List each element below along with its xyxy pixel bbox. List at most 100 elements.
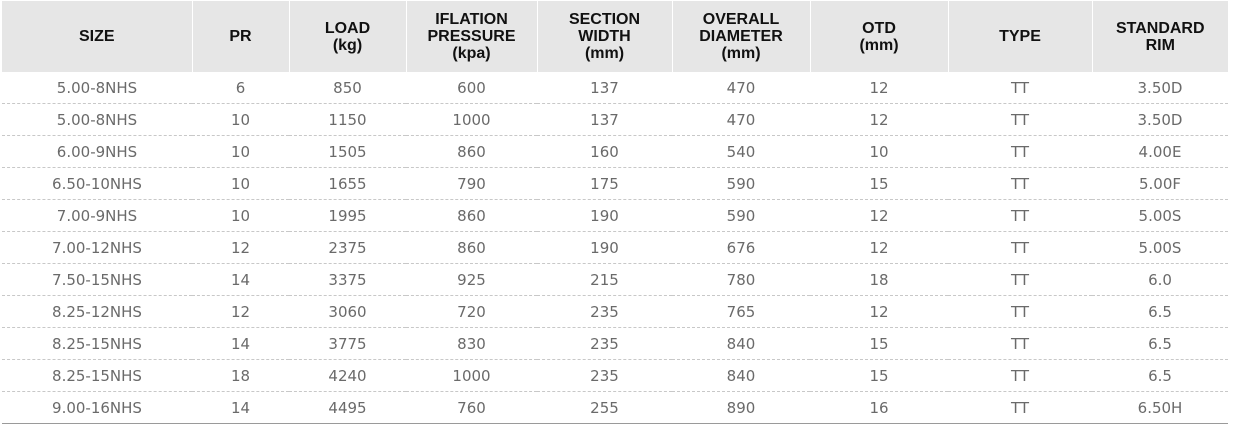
cell-load: 850 [289, 72, 406, 104]
cell-otd: 12 [810, 199, 948, 232]
cell-section-width: 160 [537, 135, 672, 168]
cell-load: 3060 [289, 295, 406, 328]
cell-pr: 12 [192, 231, 289, 264]
cell-standard-rim: 5.00F [1092, 167, 1228, 200]
cell-size: 8.25-15NHS [2, 359, 192, 392]
header-load: LOAD (kg) [289, 1, 407, 72]
cell-otd: 10 [810, 135, 948, 168]
cell-standard-rim: 6.5 [1092, 359, 1228, 392]
header-inflation-pressure: IFLATION PRESSURE (kpa) [406, 1, 538, 72]
table-row: 6.50-10NHS 10 1655 790 175 590 15 TT 5.00F [2, 167, 1228, 200]
cell-type: TT [948, 167, 1092, 200]
cell-standard-rim: 6.5 [1092, 295, 1228, 328]
cell-overall-diameter: 840 [672, 359, 810, 392]
table-header: SIZE PR LOAD (kg) IFLATION PRESSURE (kpa… [2, 1, 1228, 72]
cell-section-width: 235 [537, 295, 672, 328]
cell-inflation-pressure: 860 [406, 231, 537, 264]
cell-inflation-pressure: 1000 [406, 359, 537, 392]
cell-pr: 14 [192, 391, 289, 424]
cell-size: 6.50-10NHS [2, 167, 192, 200]
cell-otd: 15 [810, 327, 948, 360]
cell-inflation-pressure: 860 [406, 199, 537, 232]
header-standard-rim: STANDARD RIM [1092, 1, 1228, 72]
cell-load: 1505 [289, 135, 406, 168]
cell-load: 4495 [289, 391, 406, 424]
cell-overall-diameter: 590 [672, 199, 810, 232]
cell-pr: 18 [192, 359, 289, 392]
cell-type: TT [948, 295, 1092, 328]
table-row: 5.00-8NHS 6 850 600 137 470 12 TT 3.50D [2, 72, 1228, 104]
cell-inflation-pressure: 925 [406, 263, 537, 296]
cell-load: 1655 [289, 167, 406, 200]
cell-type: TT [948, 391, 1092, 424]
header-otd: OTD (mm) [810, 1, 949, 72]
cell-load: 3375 [289, 263, 406, 296]
cell-inflation-pressure: 790 [406, 167, 537, 200]
cell-overall-diameter: 470 [672, 103, 810, 136]
cell-otd: 15 [810, 359, 948, 392]
cell-pr: 12 [192, 295, 289, 328]
cell-section-width: 235 [537, 359, 672, 392]
cell-size: 5.00-8NHS [2, 72, 192, 104]
table-row: 5.00-8NHS 10 1150 1000 137 470 12 TT 3.50D [2, 103, 1228, 136]
cell-size: 7.00-12NHS [2, 231, 192, 264]
cell-type: TT [948, 72, 1092, 104]
cell-section-width: 215 [537, 263, 672, 296]
cell-standard-rim: 3.50D [1092, 103, 1228, 136]
table-row: 7.50-15NHS 14 3375 925 215 780 18 TT 6.0 [2, 263, 1228, 296]
header-overall-diameter: OVERALL DIAMETER (mm) [672, 1, 811, 72]
cell-size: 5.00-8NHS [2, 103, 192, 136]
cell-section-width: 190 [537, 231, 672, 264]
cell-overall-diameter: 780 [672, 263, 810, 296]
cell-overall-diameter: 676 [672, 231, 810, 264]
cell-size: 7.50-15NHS [2, 263, 192, 296]
cell-pr: 10 [192, 167, 289, 200]
cell-section-width: 175 [537, 167, 672, 200]
cell-standard-rim: 4.00E [1092, 135, 1228, 168]
cell-type: TT [948, 231, 1092, 264]
cell-standard-rim: 5.00S [1092, 231, 1228, 264]
table-row: 6.00-9NHS 10 1505 860 160 540 10 TT 4.00E [2, 135, 1228, 168]
cell-pr: 10 [192, 103, 289, 136]
cell-size: 8.25-12NHS [2, 295, 192, 328]
cell-size: 9.00-16NHS [2, 391, 192, 424]
cell-overall-diameter: 540 [672, 135, 810, 168]
cell-overall-diameter: 840 [672, 327, 810, 360]
cell-section-width: 190 [537, 199, 672, 232]
cell-otd: 18 [810, 263, 948, 296]
cell-overall-diameter: 890 [672, 391, 810, 424]
cell-pr: 6 [192, 72, 289, 104]
cell-load: 1150 [289, 103, 406, 136]
cell-otd: 12 [810, 103, 948, 136]
cell-otd: 12 [810, 72, 948, 104]
table-row: 8.25-15NHS 14 3775 830 235 840 15 TT 6.5 [2, 327, 1228, 360]
cell-otd: 12 [810, 231, 948, 264]
header-size: SIZE [2, 1, 193, 72]
cell-type: TT [948, 199, 1092, 232]
cell-pr: 10 [192, 135, 289, 168]
cell-overall-diameter: 470 [672, 72, 810, 104]
cell-otd: 15 [810, 167, 948, 200]
cell-inflation-pressure: 760 [406, 391, 537, 424]
cell-load: 1995 [289, 199, 406, 232]
table-row: 7.00-9NHS 10 1995 860 190 590 12 TT 5.00S [2, 199, 1228, 232]
cell-inflation-pressure: 720 [406, 295, 537, 328]
table-row: 7.00-12NHS 12 2375 860 190 676 12 TT 5.00S [2, 231, 1228, 264]
cell-size: 7.00-9NHS [2, 199, 192, 232]
cell-load: 4240 [289, 359, 406, 392]
cell-inflation-pressure: 600 [406, 72, 537, 104]
cell-type: TT [948, 327, 1092, 360]
cell-load: 3775 [289, 327, 406, 360]
cell-standard-rim: 6.50H [1092, 391, 1228, 424]
table-row: 8.25-15NHS 18 4240 1000 235 840 15 TT 6.5 [2, 359, 1228, 392]
cell-type: TT [948, 263, 1092, 296]
cell-section-width: 137 [537, 72, 672, 104]
table-body: 5.00-8NHS 6 850 600 137 470 12 TT 3.50D 5.00-8NHS… [2, 72, 1228, 424]
cell-type: TT [948, 103, 1092, 136]
cell-pr: 10 [192, 199, 289, 232]
header-type: TYPE [948, 1, 1093, 72]
table-row: 8.25-12NHS 12 3060 720 235 765 12 TT 6.5 [2, 295, 1228, 328]
cell-inflation-pressure: 1000 [406, 103, 537, 136]
cell-size: 8.25-15NHS [2, 327, 192, 360]
